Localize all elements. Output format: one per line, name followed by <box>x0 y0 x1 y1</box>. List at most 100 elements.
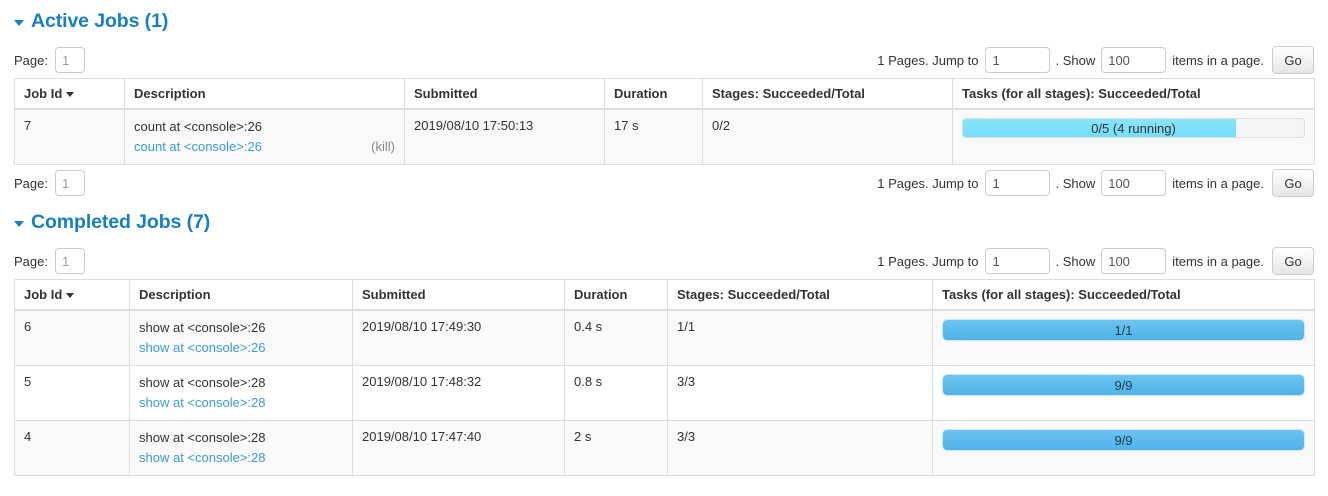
active-pagination-top: Page: 1 Pages. Jump to . Show items in a… <box>14 42 1314 78</box>
table-row: 4 show at <console>:28 show at <console>… <box>14 420 1315 476</box>
show-items-input[interactable] <box>1101 170 1167 196</box>
job-description-link[interactable]: show at <console>:28 <box>139 450 266 465</box>
go-button[interactable]: Go <box>1272 46 1314 74</box>
job-description-link[interactable]: show at <console>:26 <box>139 340 266 355</box>
pages-jump-label: 1 Pages. Jump to <box>877 175 979 191</box>
current-page-input[interactable] <box>54 170 85 196</box>
cell-submitted: 2019/08/10 17:48:32 <box>352 365 565 421</box>
description-text: show at <console>:26 <box>139 320 266 335</box>
active-jobs-title: Active Jobs (1) <box>31 9 169 32</box>
go-button[interactable]: Go <box>1272 169 1314 197</box>
table-row: 7 count at <console>:26 count at <consol… <box>14 108 1315 165</box>
jobs-page: Active Jobs (1) Page: 1 Pages. Jump to .… <box>14 0 1315 476</box>
page-label: Page: <box>14 52 48 68</box>
sort-desc-icon <box>66 92 75 97</box>
completed-pagination-top: Page: 1 Pages. Jump to . Show items in a… <box>14 243 1314 279</box>
col-description[interactable]: Description <box>124 78 405 110</box>
completed-rows: 6 show at <console>:26 show at <console>… <box>14 309 1315 476</box>
table-row: 5 show at <console>:28 show at <console>… <box>14 365 1315 421</box>
col-tasks[interactable]: Tasks (for all stages): Succeeded/Total <box>952 78 1315 110</box>
col-duration[interactable]: Duration <box>564 279 668 311</box>
progress-label: 1/1 <box>1114 322 1133 338</box>
cell-duration: 2 s <box>564 420 668 476</box>
description-text: show at <console>:28 <box>139 375 266 390</box>
items-in-page-label: items in a page. <box>1172 52 1264 68</box>
cell-tasks: 0/5 (4 running) <box>952 108 1315 165</box>
cell-description: show at <console>:28 show at <console>:2… <box>129 365 353 421</box>
cell-duration: 0.8 s <box>564 365 668 421</box>
col-submitted[interactable]: Submitted <box>404 78 605 110</box>
pages-jump-label: 1 Pages. Jump to <box>877 253 979 269</box>
cell-job-id: 6 <box>14 309 130 366</box>
job-description-link[interactable]: count at <console>:26 <box>134 139 262 154</box>
current-page-input[interactable] <box>54 248 85 274</box>
cell-submitted: 2019/08/10 17:49:30 <box>352 309 565 366</box>
tasks-progress-bar: 9/9 <box>942 374 1305 396</box>
col-job-id-label: Job Id <box>24 287 63 302</box>
show-label: . Show <box>1055 253 1096 269</box>
table-header-row: Job Id Description Submitted Duration St… <box>14 279 1315 311</box>
tasks-progress-bar: 1/1 <box>942 319 1305 341</box>
page-label: Page: <box>14 175 48 191</box>
active-pagination-bottom: Page: 1 Pages. Jump to . Show items in a… <box>14 165 1314 201</box>
current-page-input[interactable] <box>54 47 85 73</box>
caret-down-icon[interactable] <box>14 221 24 227</box>
show-items-input[interactable] <box>1101 47 1167 73</box>
col-job-id[interactable]: Job Id <box>14 78 125 110</box>
show-label: . Show <box>1055 175 1096 191</box>
tasks-progress-bar: 9/9 <box>942 429 1305 451</box>
completed-jobs-table: Job Id Description Submitted Duration St… <box>14 279 1315 476</box>
jump-to-input[interactable] <box>985 47 1051 73</box>
go-button[interactable]: Go <box>1272 247 1314 275</box>
cell-duration: 17 s <box>604 108 703 165</box>
cell-submitted: 2019/08/10 17:50:13 <box>404 108 605 165</box>
cell-stages: 3/3 <box>667 420 933 476</box>
progress-fill <box>943 375 1304 395</box>
progress-fill <box>943 430 1304 450</box>
col-duration[interactable]: Duration <box>604 78 703 110</box>
jump-to-input[interactable] <box>985 170 1051 196</box>
page-label: Page: <box>14 253 48 269</box>
progress-label: 0/5 (4 running) <box>1091 120 1176 136</box>
col-job-id[interactable]: Job Id <box>14 279 130 311</box>
col-description[interactable]: Description <box>129 279 353 311</box>
table-header-row: Job Id Description Submitted Duration St… <box>14 78 1315 110</box>
cell-stages: 1/1 <box>667 309 933 366</box>
active-jobs-table: Job Id Description Submitted Duration St… <box>14 78 1315 165</box>
table-row: 6 show at <console>:26 show at <console>… <box>14 309 1315 366</box>
cell-tasks: 9/9 <box>932 420 1315 476</box>
col-stages[interactable]: Stages: Succeeded/Total <box>702 78 953 110</box>
caret-down-icon[interactable] <box>14 20 24 26</box>
job-description-link[interactable]: show at <console>:28 <box>139 395 266 410</box>
description-text: show at <console>:28 <box>139 430 266 445</box>
progress-label: 9/9 <box>1114 432 1133 448</box>
cell-job-id: 4 <box>14 420 130 476</box>
cell-description: show at <console>:28 show at <console>:2… <box>129 420 353 476</box>
cell-submitted: 2019/08/10 17:47:40 <box>352 420 565 476</box>
cell-description: count at <console>:26 count at <console>… <box>124 108 405 165</box>
completed-jobs-title: Completed Jobs (7) <box>31 210 211 233</box>
col-stages[interactable]: Stages: Succeeded/Total <box>667 279 933 311</box>
cell-tasks: 9/9 <box>932 365 1315 421</box>
cell-description: show at <console>:26 show at <console>:2… <box>129 309 353 366</box>
items-in-page-label: items in a page. <box>1172 175 1264 191</box>
col-tasks[interactable]: Tasks (for all stages): Succeeded/Total <box>932 279 1315 311</box>
items-in-page-label: items in a page. <box>1172 253 1264 269</box>
jump-to-input[interactable] <box>985 248 1051 274</box>
progress-fill <box>943 320 1304 340</box>
cell-job-id: 5 <box>14 365 130 421</box>
cell-stages: 0/2 <box>702 108 953 165</box>
progress-fill <box>963 119 1236 137</box>
active-jobs-header[interactable]: Active Jobs (1) <box>14 0 1314 42</box>
kill-link[interactable]: (kill) <box>371 139 395 154</box>
col-submitted[interactable]: Submitted <box>352 279 565 311</box>
completed-jobs-header[interactable]: Completed Jobs (7) <box>14 201 1314 243</box>
tasks-progress-bar: 0/5 (4 running) <box>962 118 1305 138</box>
show-items-input[interactable] <box>1101 248 1167 274</box>
col-job-id-label: Job Id <box>24 86 63 101</box>
pages-jump-label: 1 Pages. Jump to <box>877 52 979 68</box>
show-label: . Show <box>1055 52 1096 68</box>
sort-desc-icon <box>66 293 75 298</box>
cell-stages: 3/3 <box>667 365 933 421</box>
progress-label: 9/9 <box>1114 377 1133 393</box>
